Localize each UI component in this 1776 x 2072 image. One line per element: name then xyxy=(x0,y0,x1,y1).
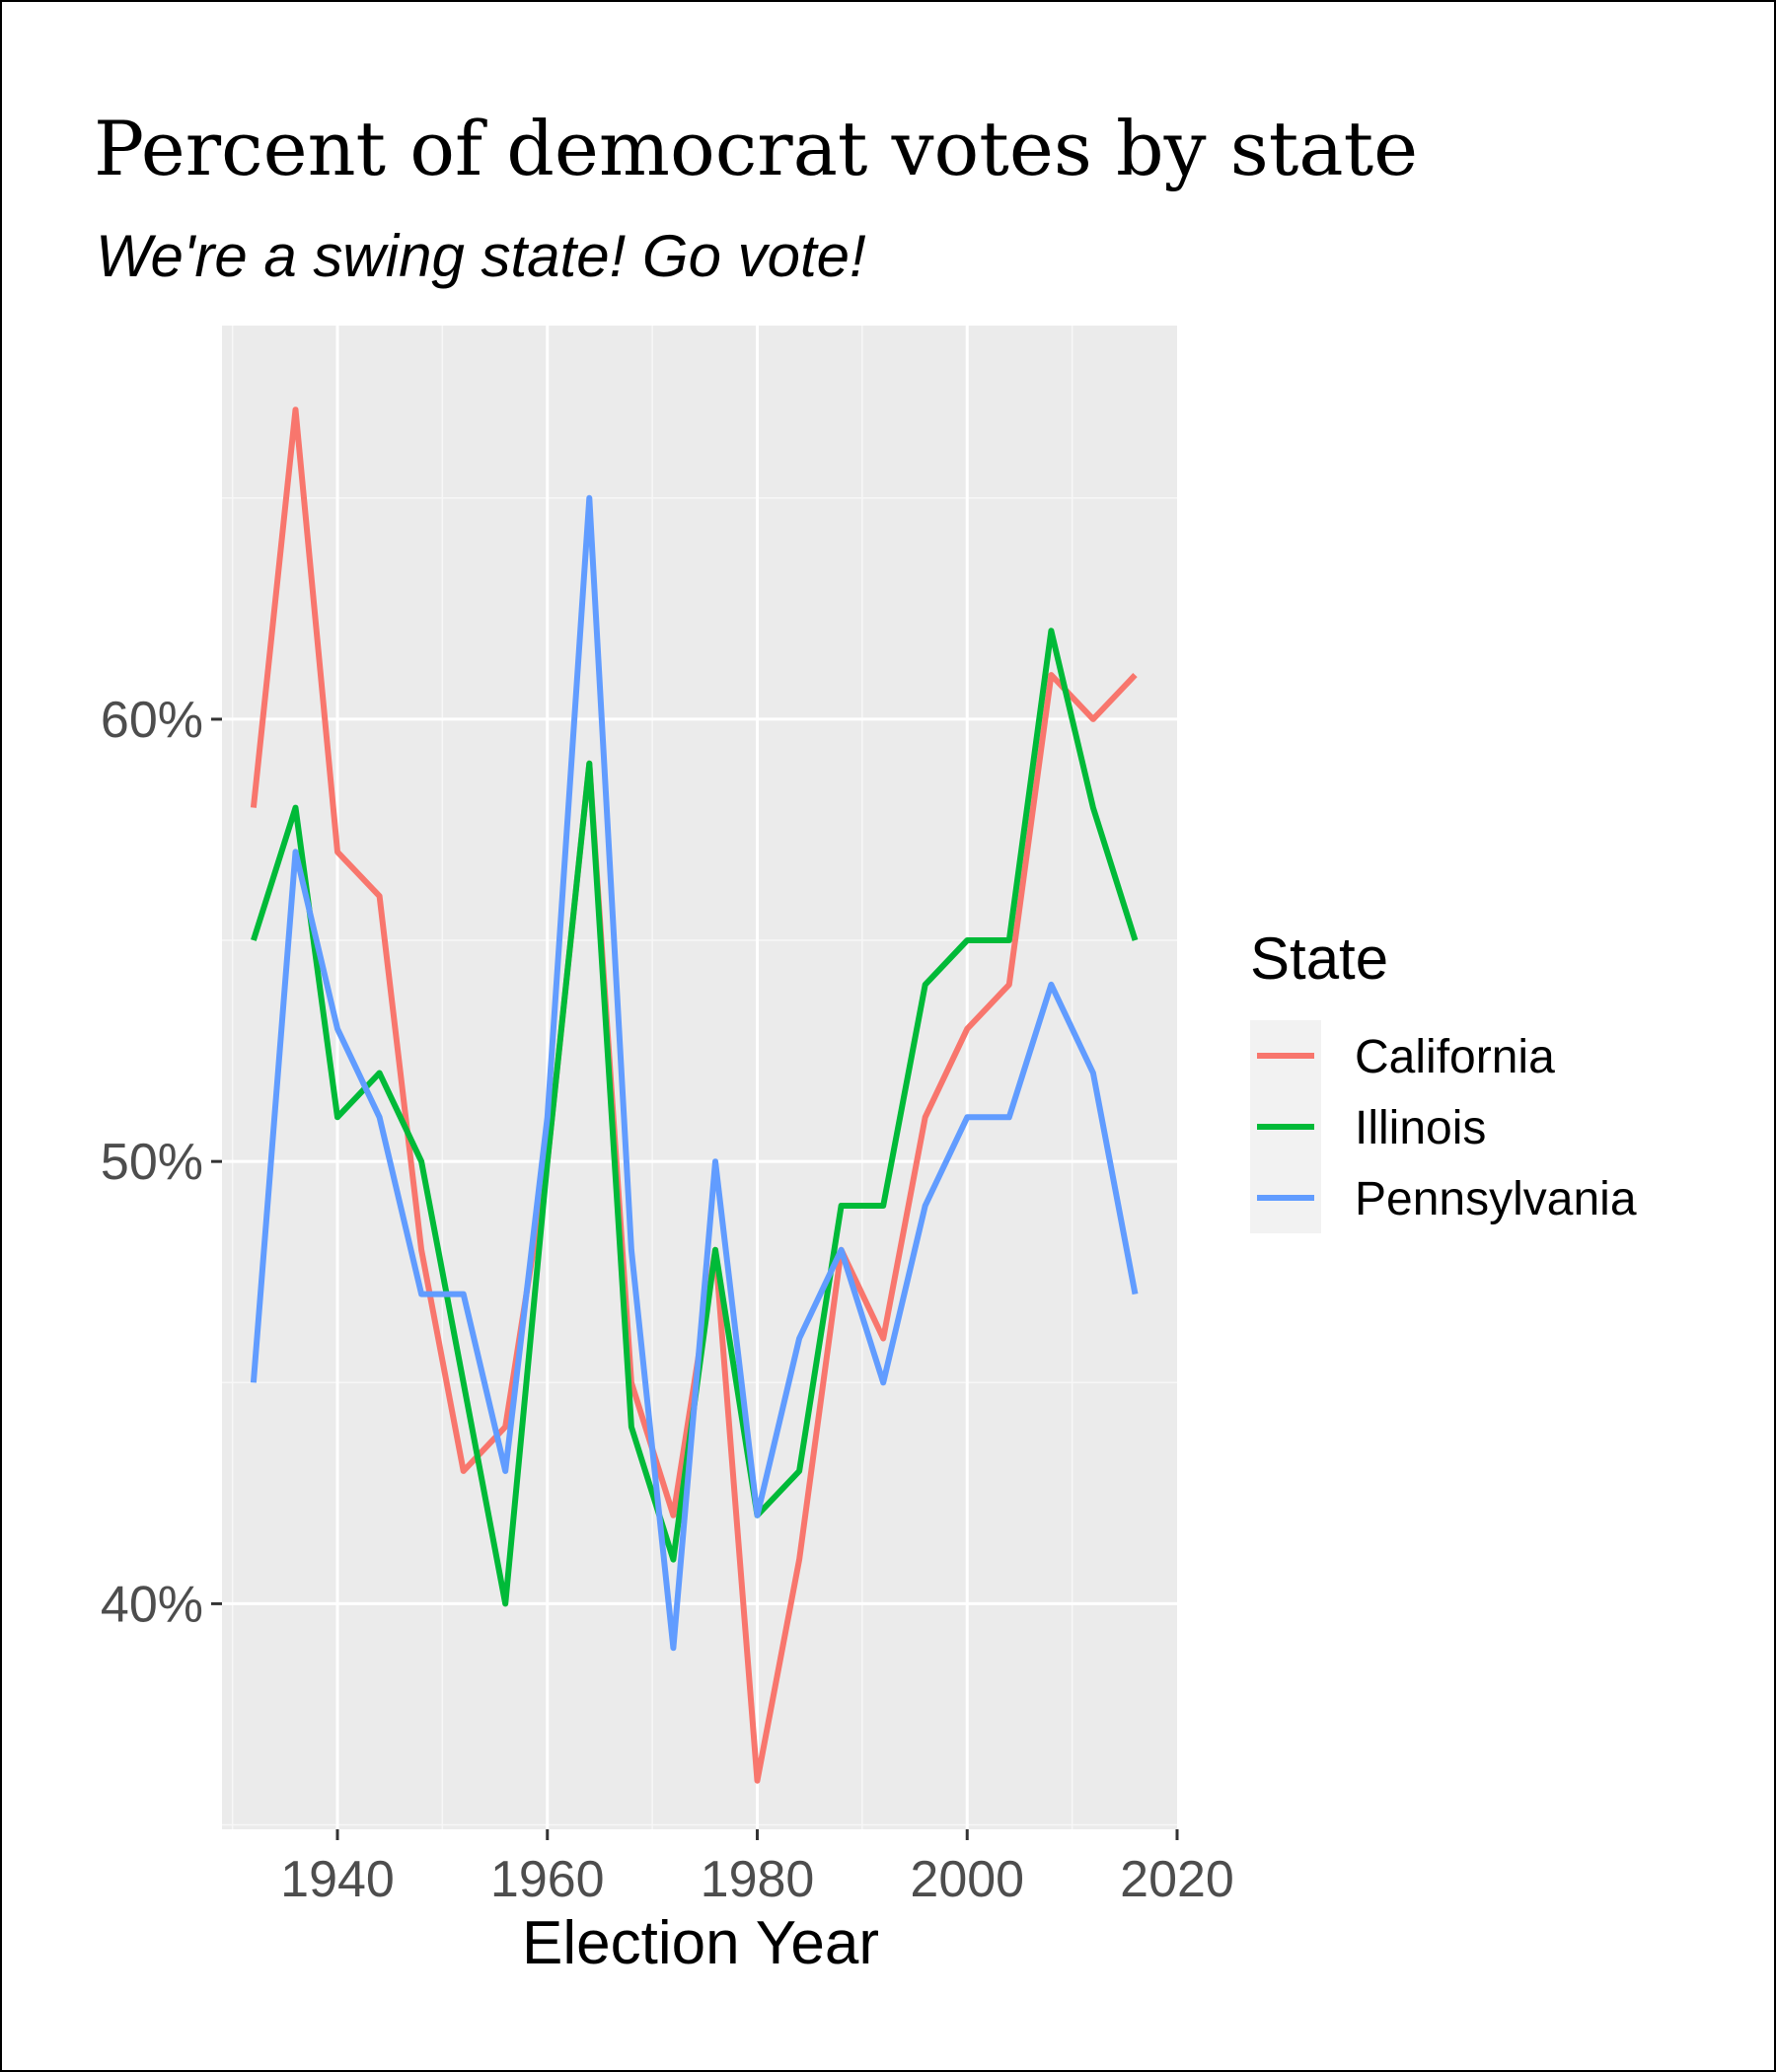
x-tick-label: 2000 xyxy=(910,1851,1024,1908)
axis-ticks xyxy=(211,717,1179,1840)
x-tick-label: 2020 xyxy=(1120,1851,1234,1908)
legend-label-pennsylvania: Pennsylvania xyxy=(1355,1173,1637,1225)
legend-label-illinois: Illinois xyxy=(1355,1102,1486,1154)
legend: State California Illinois Pennsylvania xyxy=(1250,925,1637,1233)
chart-subtitle: We're a swing state! Go vote! xyxy=(96,223,866,289)
x-tick-label: 1960 xyxy=(490,1851,605,1908)
chart-title: Percent of democrat votes by state xyxy=(94,105,1418,192)
legend-label-california: California xyxy=(1355,1031,1555,1083)
series-line-pennsylvania xyxy=(250,494,1139,1652)
legend-title: State xyxy=(1250,925,1388,992)
series-lines xyxy=(250,407,1139,1784)
y-tick-label: 50% xyxy=(101,1134,203,1191)
y-axis-tick-labels: 40% 50% 60% xyxy=(101,692,203,1633)
x-tick-label: 1940 xyxy=(280,1851,395,1908)
y-tick-label: 60% xyxy=(101,692,203,749)
x-axis-title: Election Year xyxy=(522,1909,879,1977)
minor-gridlines xyxy=(222,326,1177,1829)
x-axis-tick-labels: 1940 1960 1980 2000 2020 xyxy=(280,1851,1234,1908)
y-tick-label: 40% xyxy=(101,1576,203,1633)
x-tick-label: 1980 xyxy=(701,1851,815,1908)
